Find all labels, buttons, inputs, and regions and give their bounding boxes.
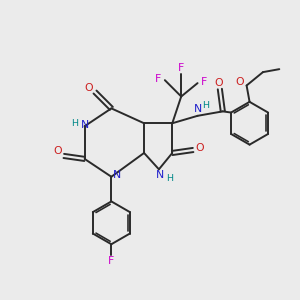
Text: H: H [166,174,173,183]
Text: F: F [108,256,115,266]
Text: N: N [156,170,164,180]
Text: F: F [178,63,184,73]
Text: N: N [194,104,202,114]
Text: O: O [53,146,61,157]
Text: O: O [195,142,204,153]
Text: N: N [80,120,89,130]
Text: F: F [201,76,207,87]
Text: O: O [214,77,223,88]
Text: O: O [236,77,244,87]
Text: H: H [71,119,78,128]
Text: N: N [112,170,121,180]
Text: F: F [155,74,161,84]
Text: O: O [84,82,93,93]
Text: H: H [202,101,209,110]
